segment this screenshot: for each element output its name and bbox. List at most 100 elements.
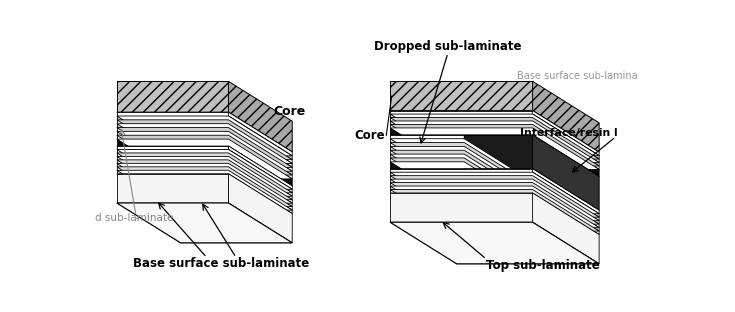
Polygon shape [533,114,599,159]
Polygon shape [229,112,293,156]
Polygon shape [117,131,293,171]
Polygon shape [465,154,531,200]
Polygon shape [117,160,229,163]
Text: Core: Core [354,129,385,142]
Polygon shape [117,167,293,207]
Polygon shape [390,176,533,179]
Polygon shape [390,150,465,154]
Polygon shape [390,193,533,222]
Polygon shape [229,174,293,243]
Polygon shape [465,135,531,180]
Polygon shape [117,174,229,203]
Polygon shape [465,146,531,192]
Polygon shape [390,124,599,166]
Polygon shape [117,149,293,189]
Polygon shape [533,135,599,210]
Polygon shape [117,116,293,156]
Text: Core: Core [273,105,305,118]
Polygon shape [390,114,599,156]
Polygon shape [117,135,293,175]
Polygon shape [229,163,293,207]
Polygon shape [117,160,293,200]
Polygon shape [117,120,293,160]
Polygon shape [390,128,533,135]
Text: Base surface sub-lamina: Base surface sub-lamina [517,71,638,81]
Polygon shape [117,153,229,156]
Polygon shape [390,81,533,110]
Polygon shape [117,128,229,131]
Polygon shape [229,135,293,179]
Polygon shape [117,139,229,146]
Text: d sub-laminate: d sub-laminate [96,212,173,223]
Polygon shape [390,143,465,146]
Polygon shape [465,143,531,188]
Polygon shape [117,156,293,196]
Polygon shape [117,112,293,152]
Text: Base surface sub-laminate: Base surface sub-laminate [132,257,309,270]
Polygon shape [390,162,531,203]
Polygon shape [390,158,531,200]
Polygon shape [390,154,465,158]
Polygon shape [117,170,229,174]
Polygon shape [390,183,599,224]
Polygon shape [390,183,533,186]
Polygon shape [390,135,465,139]
Polygon shape [390,179,599,221]
Polygon shape [465,169,599,210]
Polygon shape [390,179,533,183]
Polygon shape [390,189,599,231]
Polygon shape [390,186,599,228]
Polygon shape [390,114,533,118]
Polygon shape [390,135,599,176]
Polygon shape [117,167,229,170]
Polygon shape [390,172,599,214]
Polygon shape [390,162,465,169]
Polygon shape [117,124,293,163]
Polygon shape [117,131,229,135]
Polygon shape [229,139,293,186]
Polygon shape [229,167,293,210]
Polygon shape [229,120,293,163]
Polygon shape [390,139,531,180]
Polygon shape [390,222,599,264]
Polygon shape [390,110,599,152]
Polygon shape [229,170,293,214]
Polygon shape [390,121,533,124]
Polygon shape [229,128,293,171]
Polygon shape [533,128,599,176]
Polygon shape [533,189,599,235]
Text: Top sub-laminate: Top sub-laminate [487,259,600,272]
Polygon shape [117,112,229,116]
Polygon shape [117,124,229,128]
Polygon shape [117,81,229,112]
Polygon shape [117,156,229,160]
Polygon shape [117,128,293,167]
Polygon shape [229,156,293,200]
Polygon shape [533,81,599,152]
Polygon shape [390,150,531,192]
Polygon shape [117,203,293,243]
Polygon shape [390,176,599,217]
Polygon shape [390,154,531,196]
Polygon shape [117,163,293,203]
Polygon shape [390,186,533,189]
Polygon shape [117,174,293,214]
Polygon shape [390,143,531,184]
Polygon shape [533,193,599,264]
Polygon shape [390,128,599,169]
Polygon shape [229,131,293,175]
Polygon shape [390,169,533,172]
Polygon shape [533,121,599,166]
Polygon shape [390,193,599,235]
Polygon shape [229,146,293,189]
Polygon shape [117,203,293,243]
Polygon shape [533,179,599,224]
Polygon shape [390,139,465,143]
Polygon shape [117,146,229,149]
Text: Interface/resin l: Interface/resin l [520,128,617,138]
Polygon shape [390,172,533,176]
Polygon shape [117,153,293,193]
Polygon shape [390,189,533,193]
Polygon shape [229,81,293,152]
Polygon shape [533,186,599,231]
